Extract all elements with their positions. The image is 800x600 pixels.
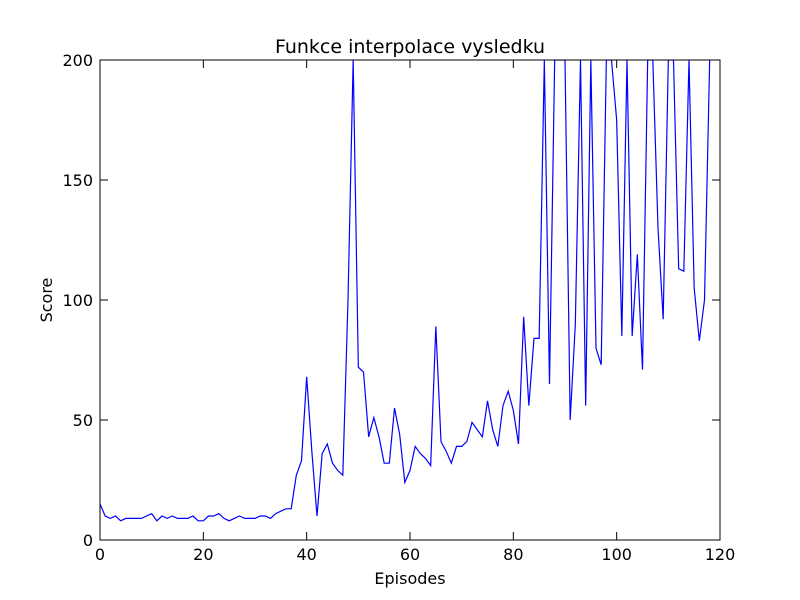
x-tick-label: 40 [296, 545, 316, 564]
y-tick-label: 50 [73, 411, 93, 430]
y-axis-label: Score [37, 278, 56, 323]
series-line-0 [100, 60, 711, 522]
x-tick-label: 100 [601, 545, 632, 564]
tick-layer: 0 20 40 60 80 100 120 0 50 100 150 200 [62, 51, 735, 564]
x-tick-label: 20 [193, 545, 213, 564]
x-tick-label: 120 [705, 545, 736, 564]
x-tick-label: 60 [400, 545, 420, 564]
series-layer [100, 60, 711, 522]
y-tick-label: 150 [62, 171, 93, 190]
x-tick-label: 80 [503, 545, 523, 564]
y-tick-label: 100 [62, 291, 93, 310]
y-tick-label: 0 [83, 531, 93, 550]
x-axis-label: Episodes [374, 569, 445, 588]
y-tick-label: 200 [62, 51, 93, 70]
x-tick-label: 0 [95, 545, 105, 564]
chart-title: Funkce interpolace vysledku [275, 36, 545, 58]
